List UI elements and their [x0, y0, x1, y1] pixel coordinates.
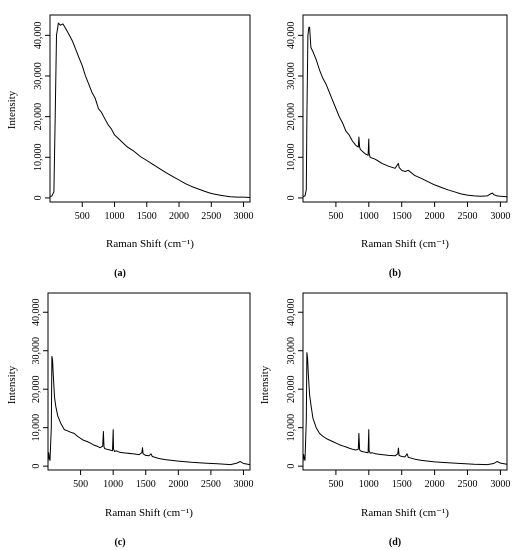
y-tick-label: 20,000	[31, 375, 42, 403]
y-tick-label: 40,000	[31, 298, 42, 326]
x-tick-label: 2000	[169, 211, 189, 222]
x-axis-label: Raman Shift (cm⁻¹)	[105, 507, 193, 519]
x-axis-label: Raman Shift (cm⁻¹)	[361, 507, 449, 519]
chart-panel-3: 500 1000 1500 2000 2500 3000 0 10,000 20,000 30,0…	[6, 292, 253, 548]
x-tick-label: 500	[75, 211, 90, 222]
plot-frame	[49, 14, 251, 203]
plot-frame	[302, 14, 508, 203]
x-tick-label: 1500	[392, 479, 412, 490]
x-tick-label: 500	[328, 479, 343, 490]
y-tick-label: 0	[31, 464, 42, 469]
y-tick-label: 30,000	[31, 337, 42, 365]
y-tick-label: 30,000	[286, 62, 297, 90]
x-tick-label: 2500	[458, 479, 478, 490]
spectrum-line	[47, 356, 251, 466]
x-tick-label: 500	[73, 479, 88, 490]
x-tick-label: 1500	[137, 211, 157, 222]
x-tick-label: 3000	[234, 211, 254, 222]
panel-label: (b)	[389, 268, 401, 279]
x-tick-label: 2000	[425, 479, 445, 490]
y-tick-label: 0	[286, 464, 297, 469]
x-tick-label: 1000	[359, 479, 379, 490]
x-tick-label: 1500	[392, 211, 412, 222]
y-tick-label: 0	[286, 195, 297, 200]
y-tick-label: 10,000	[286, 144, 297, 172]
y-tick-label: 10,000	[286, 414, 297, 442]
chart-panel-4: 500 1000 1500 2000 2500 3000 0 10,000 20,000 30,0…	[259, 292, 510, 548]
x-tick-label: 3000	[490, 479, 510, 490]
x-axis-label: Raman Shift (cm⁻¹)	[361, 238, 449, 250]
y-tick-label: 30,000	[33, 62, 44, 90]
x-tick-label: 1000	[103, 479, 123, 490]
y-tick-label: 10,000	[31, 414, 42, 442]
panel-label: (a)	[114, 268, 126, 279]
y-tick-label: 20,000	[33, 103, 44, 131]
x-tick-label: 1500	[136, 479, 156, 490]
x-tick-label: 500	[328, 211, 343, 222]
y-tick-label: 40,000	[33, 22, 44, 50]
y-tick-label: 20,000	[286, 103, 297, 131]
y-axis-label: Intensity	[259, 365, 271, 404]
y-tick-label: 40,000	[286, 22, 297, 50]
x-tick-label: 2500	[201, 211, 221, 222]
x-tick-label: 2500	[201, 479, 221, 490]
plot-frame	[47, 292, 251, 471]
y-axis-label: Intensity	[6, 365, 18, 404]
y-tick-label: 40,000	[286, 298, 297, 326]
y-tick-label: 0	[33, 195, 44, 200]
y-axis-label: Intensity	[6, 90, 18, 129]
plot-frame	[302, 292, 508, 471]
x-tick-label: 3000	[233, 479, 253, 490]
spectrum-line	[302, 352, 508, 466]
panel-label: (d)	[389, 537, 401, 548]
chart-panel-2: 500 1000 1500 2000 2500 3000 0 10,000 20,000 30,0…	[286, 14, 510, 279]
x-tick-label: 3000	[490, 211, 510, 222]
x-tick-label: 2000	[168, 479, 188, 490]
y-tick-label: 10,000	[33, 144, 44, 172]
x-tick-label: 1000	[105, 211, 125, 222]
x-tick-label: 1000	[359, 211, 379, 222]
chart-panel-1: 500 1000 1500 2000 2500 3000 0 10,000 20,000 30,0…	[6, 14, 254, 279]
spectrum-line	[302, 26, 508, 198]
x-tick-label: 2000	[425, 211, 445, 222]
y-tick-label: 20,000	[286, 375, 297, 403]
x-tick-label: 2500	[458, 211, 478, 222]
x-axis-label: Raman Shift (cm⁻¹)	[106, 238, 194, 250]
y-tick-label: 30,000	[286, 337, 297, 365]
panel-label: (c)	[114, 537, 125, 548]
spectrum-line	[49, 22, 251, 198]
